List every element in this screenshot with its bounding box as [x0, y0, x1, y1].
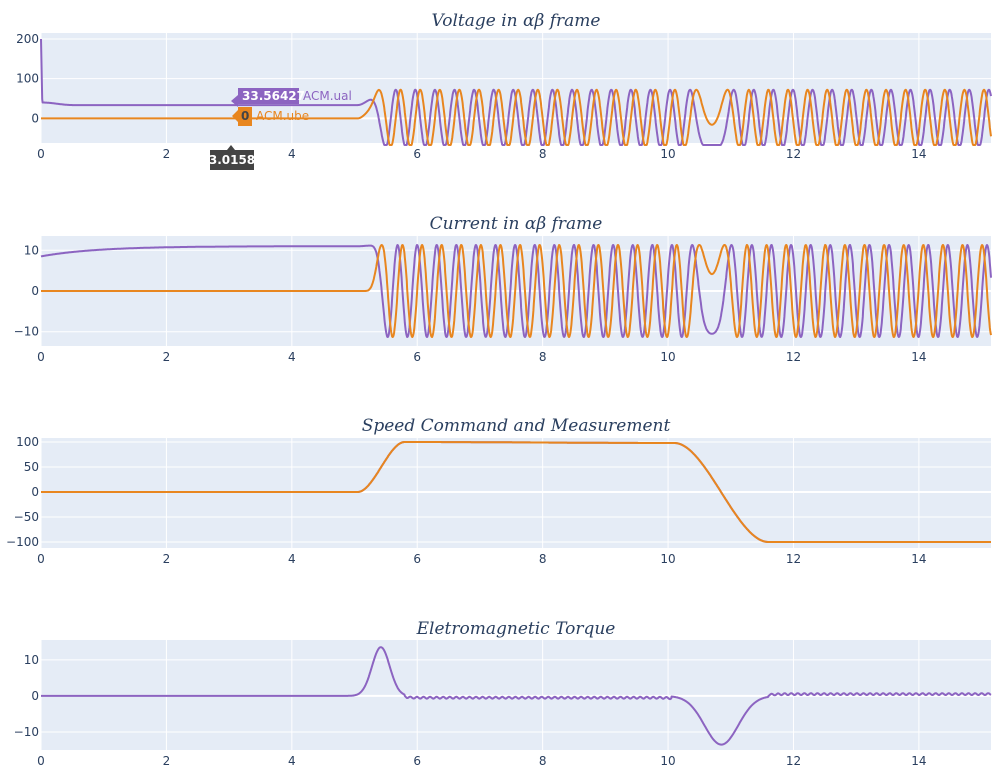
- x-tick-label: 0: [37, 552, 45, 566]
- series-line-acm-ial[interactable]: [40, 244, 992, 338]
- series-group: [40, 646, 992, 746]
- x-tick-label: 8: [539, 552, 547, 566]
- x-tick-label: 2: [163, 552, 171, 566]
- x-tick-label: 8: [539, 147, 547, 161]
- tick-labels: 0 2 4 6 8 10 12 14 10 0 −10: [14, 653, 927, 768]
- chart-title: Voltage in αβ frame: [432, 11, 601, 31]
- y-tick-label: 0: [31, 111, 39, 125]
- x-tick-label: 10: [660, 552, 675, 566]
- x-tick-label: 12: [786, 147, 801, 161]
- torque-panel: 0 2 4 6 8 10 12 14 10 0 −10 Eletromagnetic Torque: [14, 619, 992, 768]
- series-line-torque[interactable]: [40, 646, 992, 746]
- hover-x-box: [210, 145, 254, 170]
- chart-title: Current in αβ frame: [430, 214, 603, 234]
- x-tick-label: 14: [911, 754, 926, 768]
- series-group: [40, 244, 992, 338]
- y-tick-label: 50: [24, 460, 39, 474]
- x-tick-label: 4: [288, 147, 296, 161]
- x-tick-label: 4: [288, 350, 296, 364]
- x-tick-label: 12: [786, 350, 801, 364]
- x-tick-label: 4: [288, 552, 296, 566]
- y-tick-label: 10: [24, 243, 39, 257]
- hover-x-label: 3.0158: [209, 145, 255, 170]
- tick-labels: 0 2 4 6 8 10 12 14 200 100 0: [16, 32, 926, 161]
- x-tick-label: 2: [163, 147, 171, 161]
- voltage-panel: 0 2 4 6 8 10 12 14 200 100 0 Voltage in αβ frame: [16, 11, 992, 161]
- chart-title: Eletromagnetic Torque: [416, 619, 616, 639]
- y-tick-label: 10: [24, 653, 39, 667]
- y-tick-label: 0: [31, 689, 39, 703]
- series-line-speed-measured[interactable]: [40, 441, 992, 543]
- hover-label-ual: 33.56427 ACM.ual: [231, 88, 352, 107]
- x-tick-label: 10: [660, 147, 675, 161]
- x-tick-label: 12: [786, 754, 801, 768]
- x-tick-label: 12: [786, 552, 801, 566]
- y-tick-label: 200: [16, 32, 39, 46]
- x-tick-label: 0: [37, 754, 45, 768]
- y-tick-label: 100: [16, 435, 39, 449]
- x-tick-label: 8: [539, 754, 547, 768]
- series-group: [40, 441, 992, 543]
- x-tick-label: 6: [413, 552, 421, 566]
- x-tick-label: 6: [413, 350, 421, 364]
- y-tick-label: −50: [14, 510, 39, 524]
- hover-series-name-ual: ACM.ual: [303, 89, 352, 103]
- y-tick-label: 0: [31, 485, 39, 499]
- x-tick-label: 2: [163, 350, 171, 364]
- x-tick-label: 8: [539, 350, 547, 364]
- x-tick-label: 14: [911, 350, 926, 364]
- x-tick-label: 10: [660, 350, 675, 364]
- hover-series-name-ube: ACM.ube: [256, 109, 309, 123]
- hover-layer: 33.56427 ACM.ual 0 ACM.ube 3.0158: [209, 88, 352, 170]
- x-tick-label: 6: [413, 147, 421, 161]
- y-tick-label: −10: [14, 725, 39, 739]
- series-group: [40, 38, 992, 146]
- y-tick-label: 100: [16, 72, 39, 86]
- x-tick-label: 14: [911, 147, 926, 161]
- tick-labels: 0 2 4 6 8 10 12 14 10 0 −10: [14, 243, 927, 364]
- hover-x-value: 3.0158: [209, 153, 255, 167]
- x-tick-label: 10: [660, 754, 675, 768]
- hover-value-ube: 0: [241, 109, 249, 123]
- x-tick-label: 0: [37, 350, 45, 364]
- x-tick-label: 2: [163, 754, 171, 768]
- hover-box-ube: [232, 107, 252, 126]
- series-line-acm-ube[interactable]: [40, 88, 992, 146]
- x-tick-label: 0: [37, 147, 45, 161]
- hover-value-ual: 33.56427: [242, 89, 305, 103]
- y-tick-label: −10: [14, 325, 39, 339]
- current-panel: 0 2 4 6 8 10 12 14 10 0 −10 Current in αβ frame: [14, 214, 992, 364]
- hover-label-ube: 0 ACM.ube: [232, 107, 309, 126]
- speed-panel: 0 2 4 6 8 10 12 14 100 50 0 −50 −100 Speed Command a…: [6, 416, 992, 566]
- series-line-acm-ibe[interactable]: [40, 244, 992, 338]
- plot-area[interactable]: [41, 33, 991, 143]
- y-tick-label: −100: [6, 535, 39, 549]
- x-tick-label: 4: [288, 754, 296, 768]
- hover-box-ual: [231, 88, 299, 107]
- y-tick-label: 0: [31, 284, 39, 298]
- x-tick-label: 14: [911, 552, 926, 566]
- tick-labels: 0 2 4 6 8 10 12 14 100 50 0 −50 −100: [6, 435, 926, 566]
- x-tick-label: 6: [413, 754, 421, 768]
- chart-title: Speed Command and Measurement: [362, 416, 671, 436]
